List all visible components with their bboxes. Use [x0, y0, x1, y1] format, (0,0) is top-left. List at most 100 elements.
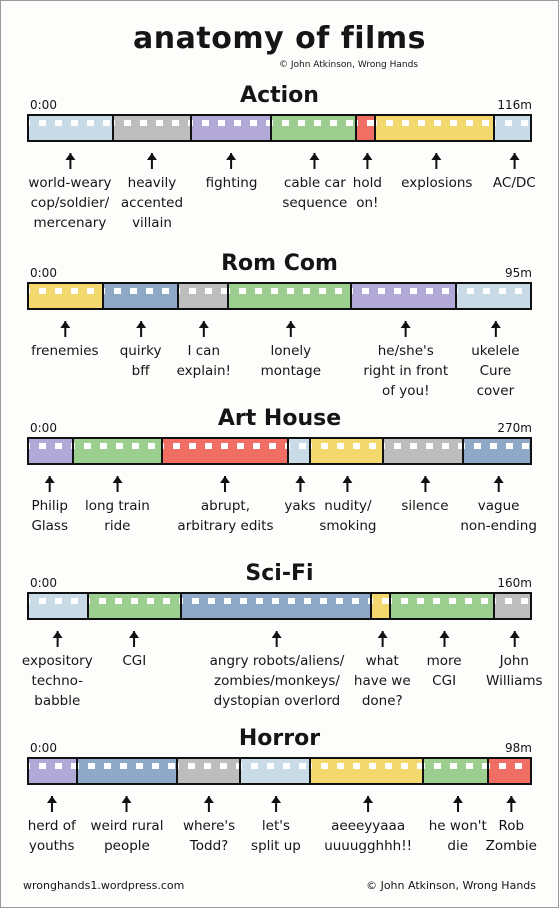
film-segment [372, 594, 391, 618]
film-segment [240, 759, 312, 783]
film-segment [271, 116, 358, 140]
film-segment [357, 116, 377, 140]
film-segment [457, 284, 530, 308]
section-action: Action 0:00 116m world-weary cop/soldier/ m… [1, 83, 558, 233]
genre-title: Action [240, 83, 319, 108]
segment-label-text: lonely montage [260, 343, 322, 379]
segment-label: nudity/ smoking [319, 476, 376, 536]
film-segment [191, 116, 272, 140]
film-strip [27, 114, 532, 142]
runtime: 98m [505, 741, 532, 755]
segment-label-text: explosions [401, 175, 473, 191]
segment-label-text: he won't die [428, 818, 487, 854]
film-segment [89, 594, 182, 618]
segment-label-text: nudity/ smoking [319, 498, 377, 534]
film-strip [27, 437, 532, 465]
segment-label: cable car sequence [282, 153, 347, 213]
segment-label: Philip Glass [31, 476, 68, 536]
author-credit: © John Atkinson, Wrong Hands [278, 60, 418, 70]
segment-label: fighting [205, 153, 258, 193]
segment-label: world-weary cop/soldier/ mercenary [28, 153, 112, 233]
segment-label-text: let's split up [251, 818, 301, 854]
film-segment [29, 439, 75, 463]
section-art-house: Art House 0:00 270m Philip Glass long train … [1, 406, 558, 556]
film-segment [488, 759, 530, 783]
page-title: anatomy of films [133, 21, 426, 56]
segment-label-text: herd of youths [27, 818, 76, 854]
section-rom-com: Rom Com 0:00 95m frenemies quirky bff I can e… [1, 251, 558, 401]
segment-label-text: Philip Glass [31, 498, 68, 534]
footer-copyright: © John Atkinson, Wrong Hands [366, 879, 536, 892]
film-segment [78, 759, 179, 783]
segment-label: yaks [284, 476, 316, 516]
segment-label-text: angry robots/aliens/ zombies/monkeys/ dy… [209, 653, 345, 709]
film-segment [29, 116, 115, 140]
start-time: 0:00 [30, 266, 57, 280]
film-segment [288, 439, 312, 463]
segment-label-text: frenemies [31, 343, 99, 359]
film-segment [29, 284, 105, 308]
segment-label: weird rural people [91, 796, 163, 856]
segment-label: long train ride [85, 476, 150, 536]
film-segment [178, 759, 241, 783]
segment-label: let's split up [251, 796, 301, 856]
genre-title: Horror [238, 726, 321, 751]
segment-label: quirky bff [120, 321, 162, 381]
genre-title: Rom Com [221, 251, 338, 276]
segment-label: he won't die [429, 796, 487, 856]
segment-label-text: fighting [205, 175, 258, 191]
segment-label-text: quirky bff [119, 343, 162, 379]
section-sci-fi: Sci-Fi 0:00 160m expository techno- babble C… [1, 561, 558, 711]
segment-label-text: what have we done? [353, 653, 411, 709]
film-segment [181, 594, 373, 618]
segment-label-text: John Williams [486, 653, 543, 689]
segment-label: I can explain! [177, 321, 231, 381]
website-link[interactable]: wronghands1.wordpress.com [23, 879, 185, 892]
segment-label-text: yaks [284, 498, 316, 514]
genre-title: Sci-Fi [245, 561, 314, 586]
runtime: 116m [497, 98, 532, 112]
segment-label: ukelele Cure cover [471, 321, 520, 401]
segment-label-text: silence [401, 498, 449, 514]
segment-label-text: where's Todd? [182, 818, 236, 854]
film-segment [383, 439, 464, 463]
segment-label-text: cable car sequence [282, 175, 348, 211]
film-segment [229, 284, 353, 308]
film-strip [27, 282, 532, 310]
segment-label: he/she's right in front of you! [363, 321, 448, 401]
start-time: 0:00 [30, 421, 57, 435]
segment-label-text: abrupt, arbitrary edits [177, 498, 274, 534]
segment-label: expository techno- babble [22, 631, 93, 711]
segment-label-text: Rob Zombie [485, 818, 537, 854]
film-segment [74, 439, 164, 463]
segment-label: abrupt, arbitrary edits [177, 476, 273, 536]
film-segment [494, 594, 530, 618]
film-segment [352, 284, 458, 308]
segment-label: where's Todd? [183, 796, 235, 856]
film-segment [494, 116, 530, 140]
film-segment [104, 284, 180, 308]
segment-label: AC/DC [493, 153, 536, 193]
segment-label: heavily accented villain [121, 153, 183, 233]
segment-label: silence [401, 476, 449, 516]
segment-label: lonely montage [261, 321, 321, 381]
start-time: 0:00 [30, 741, 57, 755]
runtime: 270m [497, 421, 532, 435]
segment-label-text: vague non-ending [460, 498, 537, 534]
film-segment [163, 439, 289, 463]
segment-label: more CGI [427, 631, 462, 691]
film-segment [311, 759, 424, 783]
film-segment [463, 439, 530, 463]
segment-label: John Williams [486, 631, 543, 691]
film-segment [114, 116, 192, 140]
segment-label-text: CGI [122, 653, 147, 669]
segment-label: frenemies [31, 321, 99, 361]
film-strip [27, 592, 532, 620]
start-time: 0:00 [30, 576, 57, 590]
segment-label-text: aeeeyyaaa uuuugghhh!! [324, 818, 413, 854]
segment-label-text: I can explain! [176, 343, 231, 379]
film-segment [29, 594, 90, 618]
segment-label-text: he/she's right in front of you! [363, 343, 449, 399]
film-segment [376, 116, 495, 140]
film-segment [179, 284, 230, 308]
